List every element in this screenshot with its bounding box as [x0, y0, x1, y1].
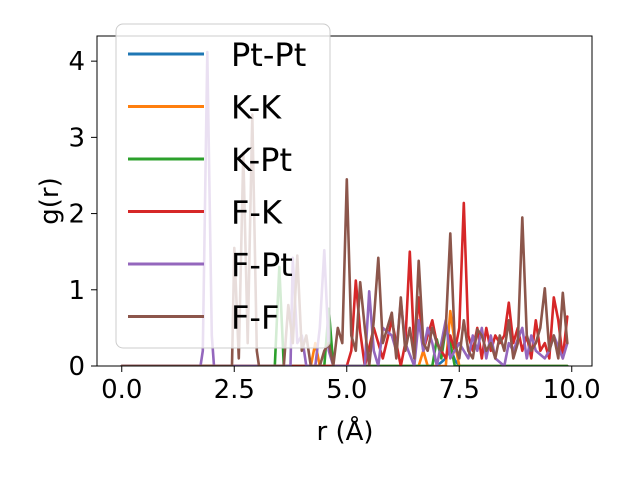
legend-label-5: F-Pt	[231, 246, 293, 284]
legend-label-4: F-K	[231, 194, 283, 232]
legend-entries: Pt-Pt K-K K-Pt F-K F-Pt F-F	[128, 36, 306, 337]
x-tick-label: 7.5	[439, 375, 480, 405]
legend-label-2: K-K	[231, 89, 282, 127]
y-axis-label: g(r)	[35, 177, 65, 224]
y-tick-label: 3	[68, 123, 85, 153]
legend: Pt-Pt K-K K-Pt F-K F-Pt F-F	[115, 23, 331, 349]
x-tick-label: 2.5	[214, 375, 255, 405]
legend-label-3: K-Pt	[231, 141, 292, 179]
x-axis-label: r (Å)	[316, 415, 373, 447]
plot-frame	[96, 35, 593, 367]
y-tick-label: 2	[68, 200, 85, 230]
legend-label-6: F-F	[231, 299, 279, 337]
x-axis-ticks: 0.0 2.5 5.0 7.5 10.0	[101, 366, 601, 405]
y-tick-label: 4	[68, 47, 85, 77]
y-axis-ticks: 0 1 2 3 4	[68, 47, 97, 382]
x-tick-label: 0.0	[101, 375, 142, 405]
y-tick-label: 0	[68, 352, 85, 382]
x-tick-label: 10.0	[543, 375, 601, 405]
x-tick-label: 5.0	[326, 375, 367, 405]
legend-label-1: Pt-Pt	[231, 36, 306, 74]
y-tick-label: 1	[68, 276, 85, 306]
